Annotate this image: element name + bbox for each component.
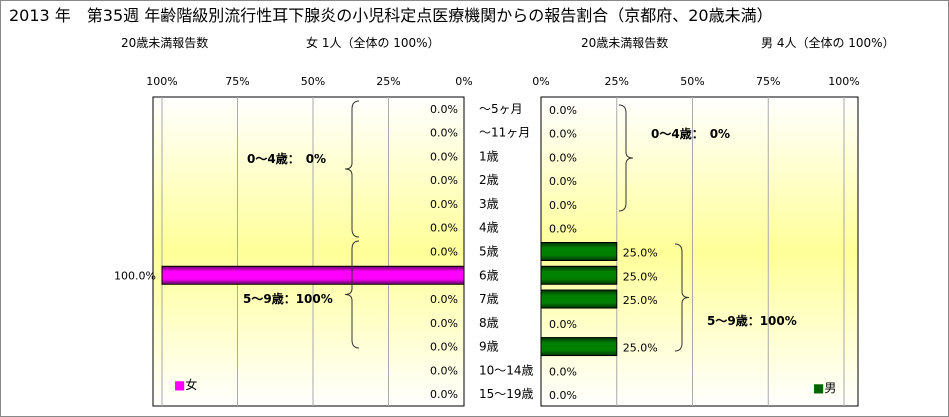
male-x-tick-label: 25%: [605, 75, 629, 88]
female-annotation-5-9: 5～9歳：100%: [243, 291, 333, 306]
male-bar: [540, 337, 618, 357]
category-label: 2歳: [479, 173, 499, 187]
female-data-label: 0.0%: [430, 150, 458, 163]
male-brace-0-4: [618, 104, 634, 212]
male-subtitle-count: 男 4人（全体の 100%）: [761, 35, 895, 50]
male-data-label: 0.0%: [549, 151, 577, 164]
male-x-tick-label: 0%: [532, 75, 549, 88]
male-data-label: 25.0%: [623, 294, 658, 307]
male-bar: [540, 289, 618, 309]
female-subtitle-count: 女 1人（全体の 100%）: [306, 35, 440, 50]
category-label: 10～14歳: [479, 363, 534, 377]
category-label: 6歳: [479, 268, 499, 282]
female-data-label: 0.0%: [430, 293, 458, 306]
male-data-label: 0.0%: [549, 104, 577, 117]
category-label: 4歳: [479, 221, 499, 235]
female-subtitle-label: 20歳未満報告数: [121, 35, 208, 50]
male-x-tick-label: 75%: [756, 75, 780, 88]
male-bar: [540, 265, 618, 285]
female-annotation-0-4: 0～4歳： 0%: [247, 151, 326, 166]
male-data-label: 25.0%: [623, 270, 658, 283]
female-data-label: 0.0%: [430, 222, 458, 235]
male-data-label: 0.0%: [549, 175, 577, 188]
male-legend: ■男: [813, 381, 836, 395]
female-data-label: 0.0%: [430, 103, 458, 116]
category-label: ～5ヶ月: [479, 102, 523, 116]
category-label: 8歳: [479, 316, 499, 330]
female-data-label: 0.0%: [430, 174, 458, 187]
male-annotation-0-4: 0～4歳： 0%: [651, 126, 730, 141]
female-plot-area: [152, 96, 465, 407]
male-data-label: 0.0%: [549, 199, 577, 212]
female-legend: ■女: [174, 377, 197, 392]
male-data-label: 25.0%: [623, 247, 658, 260]
category-label: ～11ヶ月: [479, 126, 530, 140]
male-brace-5-9: [674, 243, 690, 352]
female-x-tick-label: 50%: [301, 75, 325, 88]
category-label: 9歳: [479, 340, 499, 354]
female-data-label: 0.0%: [430, 388, 458, 401]
category-label: 15～19歳: [479, 387, 534, 401]
female-x-tick-label: 100%: [146, 75, 177, 88]
female-data-label: 0.0%: [430, 317, 458, 330]
female-data-label: 0.0%: [430, 364, 458, 377]
male-x-tick-label: 100%: [828, 75, 859, 88]
male-annotation-5-9: 5～9歳：100%: [707, 313, 797, 328]
chart-title: 2013 年 第35週 年齢階級別流行性耳下腺炎の小児科定点医療機関からの報告割…: [9, 6, 773, 25]
male-bar: [540, 242, 618, 261]
female-data-label: 100.0%: [114, 269, 156, 282]
female-data-label: 0.0%: [430, 341, 458, 354]
female-data-label: 0.0%: [430, 246, 458, 259]
male-data-label: 0.0%: [549, 128, 577, 141]
male-subtitle-label: 20歳未満報告数: [581, 35, 668, 50]
category-label: 7歳: [479, 292, 499, 306]
male-data-label: 0.0%: [549, 365, 577, 378]
male-x-tick-label: 50%: [680, 75, 704, 88]
male-data-label: 0.0%: [549, 223, 577, 236]
female-brace-0-4: [344, 100, 360, 238]
female-x-tick-label: 0%: [455, 75, 472, 88]
female-data-label: 0.0%: [430, 198, 458, 211]
male-data-label: 25.0%: [623, 342, 658, 355]
category-label: 3歳: [479, 197, 499, 211]
female-brace-5-9: [344, 240, 360, 349]
category-label: 1歳: [479, 149, 499, 163]
female-x-tick-label: 25%: [376, 75, 400, 88]
male-data-label: 0.0%: [549, 318, 577, 331]
male-data-label: 0.0%: [549, 389, 577, 402]
female-x-tick-label: 75%: [225, 75, 249, 88]
female-data-label: 0.0%: [430, 127, 458, 140]
female-bar: [161, 265, 465, 285]
category-label: 5歳: [479, 245, 499, 259]
